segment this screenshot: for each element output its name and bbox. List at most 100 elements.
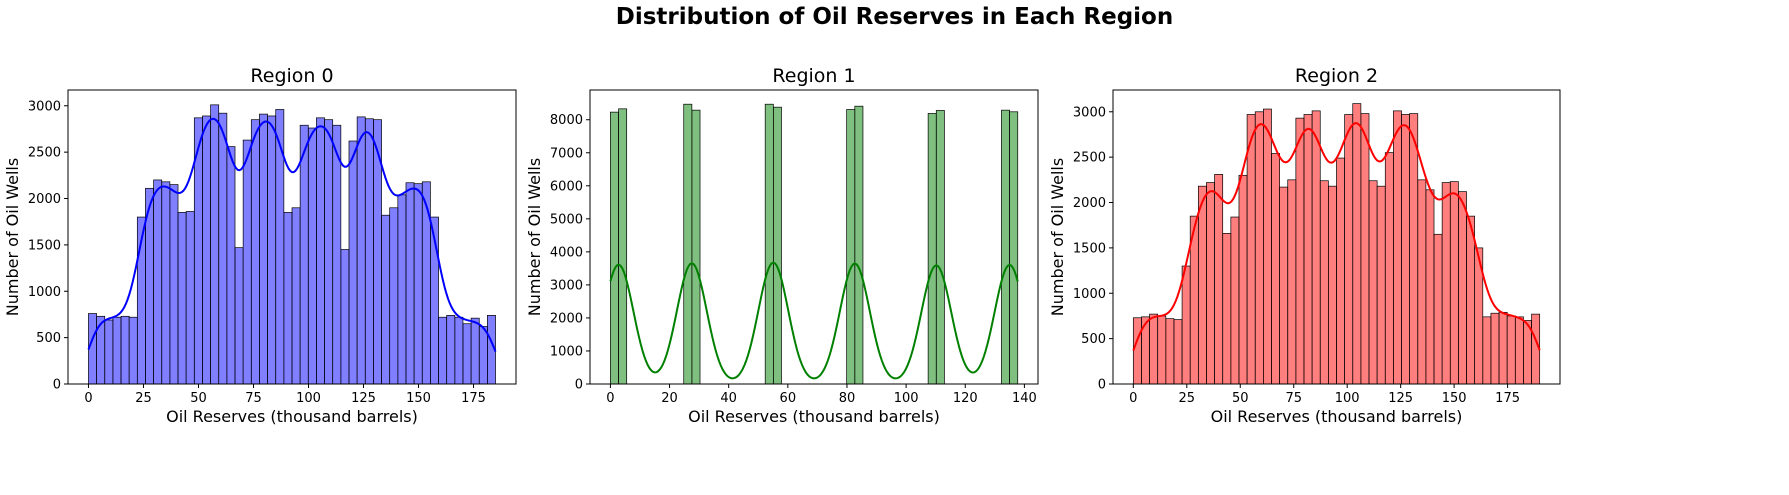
histogram-bar [1498, 311, 1508, 385]
histogram-bar [1441, 182, 1451, 385]
histogram-bar [1425, 189, 1435, 385]
y-tick-label: 0 [1098, 378, 1106, 393]
histogram-bar [1173, 319, 1183, 385]
y-tick-label: 500 [1081, 332, 1106, 347]
y-tick-label: 1500 [28, 238, 61, 253]
x-tick-label: 0 [84, 391, 92, 406]
x-tick-label: 175 [461, 391, 486, 406]
histogram-bar [1506, 315, 1516, 385]
x-tick-label: 75 [1285, 391, 1302, 406]
histogram-bar [1214, 174, 1224, 385]
y-axis-label: Number of Oil Wells [525, 158, 544, 316]
x-axis-label: Oil Reserves (thousand barrels) [166, 407, 418, 426]
y-tick-label: 2000 [28, 192, 61, 207]
histogram-bar [1336, 157, 1345, 385]
x-axis-label: Oil Reserves (thousand barrels) [1211, 407, 1463, 426]
axes-frame [1112, 89, 1561, 385]
histogram-bar [405, 182, 415, 385]
histogram-bar [1222, 233, 1232, 385]
histogram-bar [854, 105, 864, 385]
y-tick-label: 1000 [28, 285, 61, 300]
y-tick-label: 2000 [1073, 196, 1106, 211]
y-tick-label: 500 [36, 331, 61, 346]
x-axis-label: Oil Reserves (thousand barrels) [688, 407, 940, 426]
histogram-bar [169, 184, 179, 385]
y-axis-label: Number of Oil Wells [1048, 158, 1067, 316]
histogram-bar [1165, 318, 1175, 385]
histogram-bar [1149, 313, 1159, 385]
x-tick-label: 140 [1012, 391, 1037, 406]
y-tick-label: 2500 [28, 146, 61, 161]
histogram-bar [259, 113, 268, 385]
histogram-bar [1328, 185, 1337, 385]
histogram-bar [267, 115, 277, 385]
histogram-bar [1433, 233, 1443, 385]
histogram-bar [356, 116, 366, 385]
y-tick-label: 3000 [28, 99, 61, 114]
histogram-bar [935, 110, 945, 385]
histogram-bar [242, 139, 252, 385]
histogram-bar [1401, 114, 1410, 385]
chart-panel-1: 0 20 40 60 80 100 120 140 0 1000 2000 3000 4000 5000 6… [525, 65, 1039, 426]
histogram-bar [618, 108, 628, 385]
y-tick-label: 6000 [550, 179, 583, 194]
histogram-bar [177, 212, 187, 385]
histogram-bar [397, 194, 407, 385]
histogram-bar [1393, 110, 1402, 385]
histogram-bar [1303, 114, 1313, 385]
y-axis-label: Number of Oil Wells [3, 158, 22, 316]
histogram-bar [234, 247, 244, 385]
y-tick-label: 0 [53, 378, 61, 393]
histogram-bar [1132, 317, 1142, 385]
axes-frame [589, 89, 1039, 385]
histogram-bar [1466, 215, 1476, 385]
y-tick-label: 1000 [1073, 287, 1106, 302]
histogram-bar [1384, 152, 1394, 385]
x-tick-label: 80 [839, 391, 856, 406]
histogram-bar [161, 181, 171, 385]
histogram-bar [1514, 316, 1524, 385]
x-tick-label: 100 [894, 391, 919, 406]
histogram-bar [764, 103, 774, 385]
histogram-bar [438, 316, 448, 385]
histogram-bar [307, 127, 317, 385]
histogram-bar [454, 316, 464, 385]
y-tick-label: 2500 [1073, 151, 1106, 166]
histogram-bar [683, 103, 693, 385]
y-tick-label: 2000 [550, 311, 583, 326]
histogram-bar [1490, 312, 1500, 385]
histogram-bar [1360, 113, 1370, 385]
histogram-bar [1246, 114, 1256, 385]
panel-title: Region 0 [250, 65, 333, 87]
histogram-bar [772, 106, 782, 385]
histogram-bar [927, 113, 937, 385]
y-tick-label: 3000 [550, 278, 583, 293]
histogram-bar [1368, 180, 1378, 385]
histogram-bar [128, 316, 138, 385]
histogram-bar [250, 119, 260, 385]
histogram-bar [1482, 316, 1492, 385]
x-tick-label: 25 [1179, 391, 1196, 406]
x-tick-label: 75 [245, 391, 262, 406]
histogram-bar [1449, 181, 1459, 385]
histogram-bar [1311, 110, 1321, 385]
histogram-bar [210, 104, 220, 385]
chart-panel-2: 0 25 50 75 100 125 150 175 0 500 1000 1500 2000 2500 3… [1048, 65, 1561, 426]
histogram-bar [1254, 111, 1264, 385]
histogram-bar [478, 326, 488, 385]
x-tick-label: 20 [661, 391, 678, 406]
y-tick-label: 8000 [550, 113, 583, 128]
histogram-bar [1009, 111, 1019, 385]
y-tick-label: 1000 [550, 344, 583, 359]
y-tick-label: 0 [575, 378, 583, 393]
chart-panel-0: 0 25 50 75 100 125 150 175 0 500 1000 1500 2000 2500 3… [3, 65, 517, 426]
histogram-bar [413, 183, 423, 385]
histogram-bar [1197, 185, 1207, 385]
x-tick-label: 40 [720, 391, 737, 406]
x-tick-label: 100 [296, 391, 321, 406]
histogram-bar [1279, 186, 1289, 385]
kde-line [1132, 122, 1541, 351]
kde-line [87, 117, 497, 352]
histogram-bar [846, 109, 856, 385]
histogram-bar [1417, 179, 1427, 385]
